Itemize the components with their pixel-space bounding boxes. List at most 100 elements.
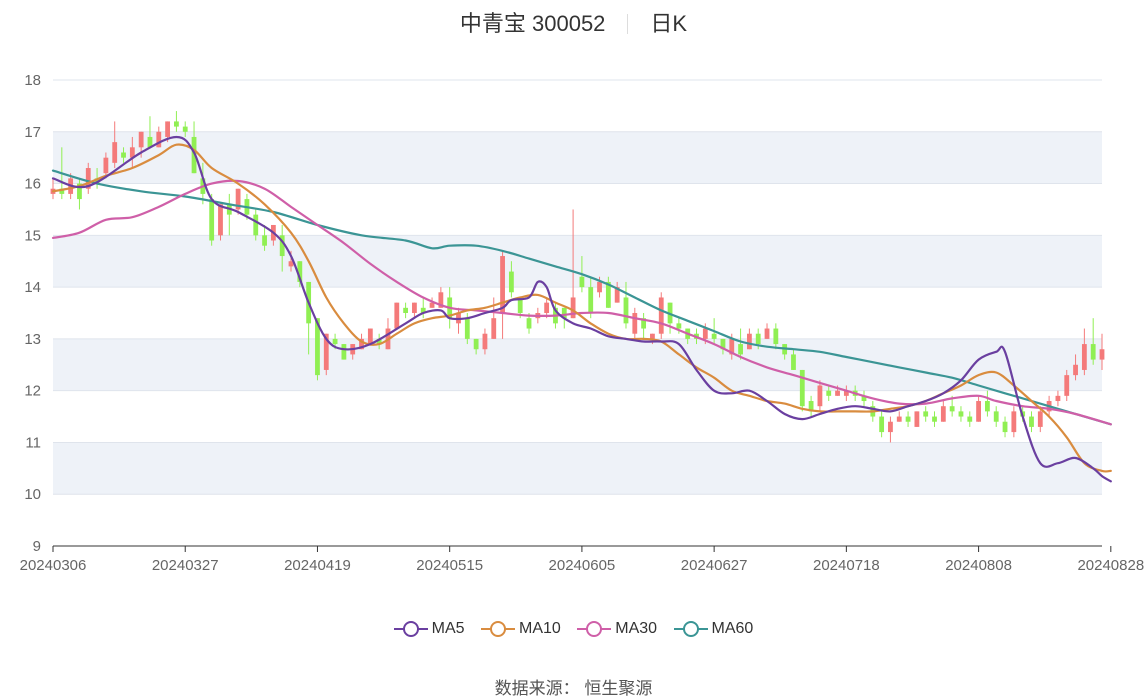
candle [773,323,779,350]
band-16 [53,131,1102,184]
candle-body [332,338,338,345]
candle [623,281,629,329]
candle-body [1029,416,1034,427]
legend-item-ma10[interactable]: MA10 [481,620,561,638]
candle-body [738,344,743,355]
candle-body [103,157,109,174]
candle-body [817,385,823,407]
candle [191,121,197,174]
candle [473,338,479,355]
ma5-line [51,135,1112,483]
candle-body [129,147,135,158]
candle-body [940,406,946,422]
candle-body [544,302,550,313]
candle [500,250,505,339]
candle-body [517,297,523,313]
candle [129,136,135,169]
candle-body [835,390,840,396]
candle [279,224,285,272]
candle-body [473,338,479,350]
band-12 [53,338,1102,391]
candle [632,307,638,339]
candle [341,344,347,360]
candle-body [958,411,964,417]
candle-body [376,338,382,345]
candle-body [773,328,779,345]
candle [791,349,796,370]
candle [367,328,373,345]
candle-body [438,292,444,308]
x-tick-label: 20240605 [549,557,616,574]
period-label: 日K [650,11,688,36]
candle-body [650,333,655,339]
y-axis: 9 10 11 12 13 14 15 16 17 18 [24,72,41,555]
y-tick-label: 12 [24,383,41,400]
candle [182,121,188,137]
candle-body [218,204,223,236]
x-axis: 20240306 20240327 20240419 20240515 20240605… [20,545,1144,574]
candle-body [429,302,435,308]
candle [570,209,576,319]
candle [1011,406,1017,438]
candle-body [138,131,144,148]
candle [77,178,82,210]
candle [958,406,964,422]
candle-body [808,401,814,412]
candle [940,401,946,422]
candle [817,380,823,412]
candle-body [412,302,417,313]
candle-body [279,235,285,257]
candle [491,297,497,339]
band-14 [53,235,1102,288]
candle-body [711,333,717,339]
legend-item-ma60[interactable]: MA60 [673,620,753,638]
candle-body [932,416,937,422]
legend-ma30-icon [577,620,612,638]
background-bands [53,131,1102,495]
candle-body [861,395,867,402]
candle [896,411,902,422]
legend-ma10-label: MA10 [519,620,561,637]
candle [879,411,885,438]
y-tick-label: 11 [25,434,41,451]
candle [235,188,241,215]
legend: MA5 MA10 MA30 MA60 [0,620,1147,643]
candle-body [526,318,532,329]
candle [1055,390,1061,407]
candle [1037,406,1043,433]
candle [1090,318,1096,365]
y-tick-label: 17 [24,124,41,141]
candle [403,302,409,319]
candle-body [843,390,849,396]
candle-body [209,199,215,241]
candle [658,292,664,339]
candle-body [605,281,611,308]
candle-body [323,333,329,370]
source-label: 数据来源： [494,679,580,698]
legend-ma30-label: MA30 [615,620,658,637]
candle [614,281,620,303]
candle [826,385,832,402]
candle-body [579,276,585,288]
candle-body [888,421,893,433]
y-tick-label: 18 [24,72,41,89]
candle-body [791,354,796,370]
candle-body [632,313,638,334]
candle-body [729,338,735,355]
candle [843,385,849,402]
candle [226,193,232,236]
candle-body [561,307,567,319]
candle [808,395,814,417]
candle-body [359,338,364,350]
candle [1081,328,1087,376]
legend-item-ma5[interactable]: MA5 [393,620,465,638]
legend-item-ma30[interactable]: MA30 [577,620,657,638]
candle-body [676,323,682,329]
title-separator [627,14,629,34]
candle-body [500,256,505,313]
candle-body [764,328,770,339]
candle-body [570,297,576,319]
candle [394,302,400,329]
candle-body [914,411,920,427]
